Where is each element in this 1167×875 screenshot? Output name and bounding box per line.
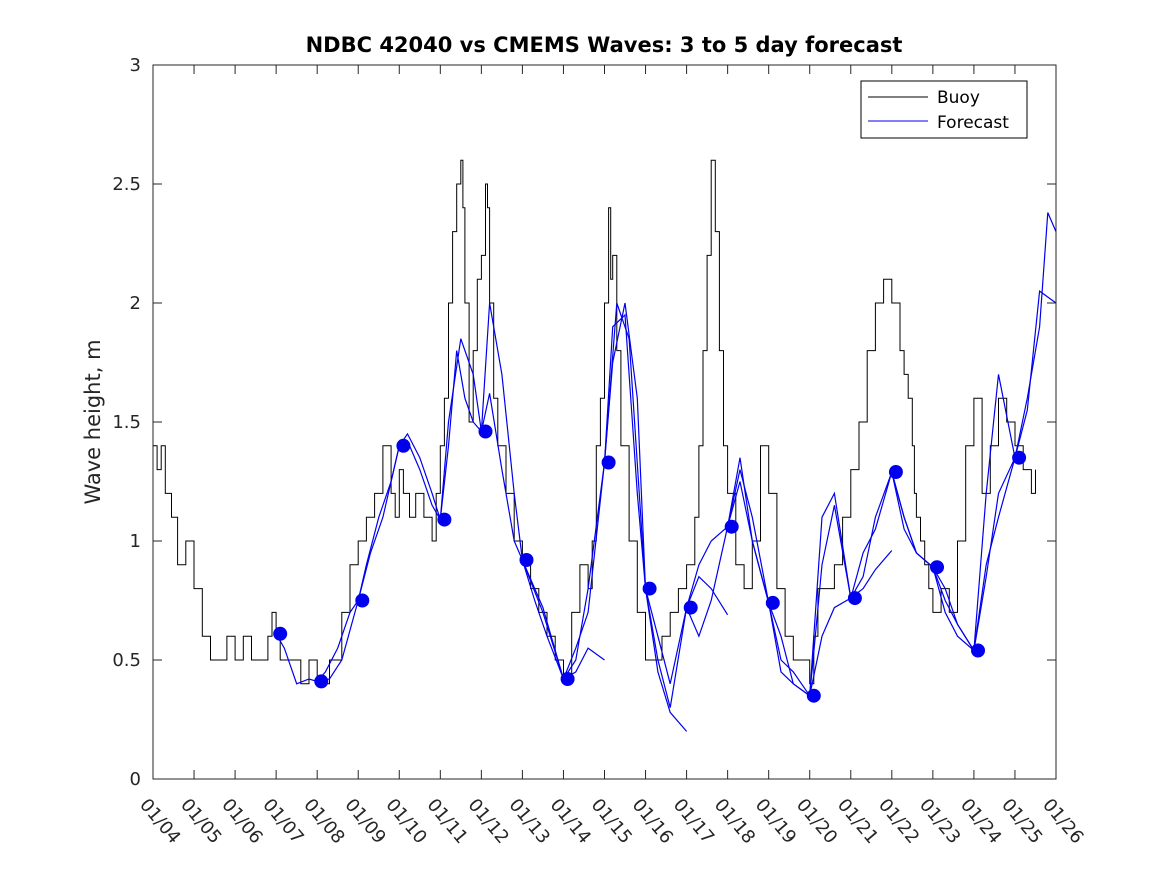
x-tick-label: 01/11 [422, 795, 471, 848]
forecast-start-marker [519, 553, 534, 567]
x-tick-label: 01/26 [1038, 795, 1087, 848]
x-tick-label: 01/13 [505, 795, 554, 848]
legend-box [860, 80, 1028, 139]
forecast-start-marker [724, 519, 739, 534]
x-tick-label: 01/20 [792, 795, 841, 848]
forecast-start-marker [642, 581, 657, 596]
x-tick-label: 01/10 [381, 795, 430, 848]
forecast-segment-14 [891, 374, 1016, 652]
forecast-start-marker [1012, 450, 1027, 465]
forecast-segment-8 [644, 469, 770, 684]
x-tick-label: 01/23 [915, 795, 964, 848]
x-tick-label: 01/17 [669, 795, 718, 848]
forecast-segment-12 [809, 469, 934, 696]
x-tick-label: 01/15 [587, 795, 636, 848]
x-tick-label: 01/04 [135, 795, 184, 848]
forecast-start-marker [601, 455, 616, 470]
y-tick-label: 1.5 [112, 412, 141, 433]
x-tick-label: 01/24 [956, 795, 1005, 848]
forecast-start-marker [847, 591, 862, 606]
x-tick-label: 01/08 [299, 795, 348, 848]
axes-box [152, 64, 1057, 780]
x-tick-label: 01/05 [176, 795, 225, 848]
y-axis-label: Wave height, m [81, 339, 105, 504]
forecast-segment-3 [439, 302, 565, 680]
forecast-start-marker [478, 424, 493, 439]
plot-area [152, 64, 1057, 780]
forecast-start-marker [273, 626, 288, 641]
forecast-segment-16 [973, 212, 1057, 651]
forecast-start-marker [683, 600, 698, 615]
forecast-segment-0 [275, 445, 400, 685]
x-tick-label: 01/22 [874, 795, 923, 848]
x-tick-label: 01/14 [546, 795, 595, 848]
y-tick-label: 2.5 [112, 174, 141, 195]
forecast-start-marker [355, 593, 370, 608]
y-tick-label: 0.5 [112, 650, 141, 671]
x-tick-label: 01/18 [710, 795, 759, 848]
x-tick-label: 01/16 [628, 795, 677, 848]
x-tick-label: 01/09 [340, 795, 389, 848]
forecast-segment-11 [768, 550, 893, 697]
y-tick-label: 0 [130, 769, 141, 790]
x-tick-label: 01/19 [751, 795, 800, 848]
forecast-start-marker [971, 643, 985, 658]
forecast-start-marker [314, 674, 329, 689]
forecast-start-marker [888, 465, 903, 479]
forecast-segment-5 [521, 302, 647, 681]
forecast-start-marker [765, 595, 780, 610]
forecast-segment-7 [603, 302, 729, 708]
y-tick-label: 1 [130, 531, 141, 552]
forecast-start-marker [396, 438, 411, 453]
x-tick-label: 01/12 [464, 795, 513, 848]
forecast-start-marker [806, 688, 821, 703]
forecast-segment-6 [562, 313, 688, 732]
legend: Buoy Forecast [860, 80, 1028, 139]
legend-forecast-label: Forecast [937, 113, 1009, 133]
x-tick-label: 01/06 [217, 795, 266, 848]
x-tick-label: 01/07 [258, 795, 307, 848]
legend-buoy-label: Buoy [937, 88, 980, 108]
forecast-start-marker [437, 512, 452, 527]
forecast-segment-15 [932, 290, 1057, 653]
forecast-start-marker [560, 672, 575, 686]
y-tick-label: 2 [130, 293, 141, 314]
x-tick-label: 01/21 [833, 795, 882, 848]
y-axis: 0 0.5 1 1.5 2 2.5 3 [112, 55, 1056, 790]
forecast-segment-10 [727, 457, 852, 697]
forecast-segment-4 [480, 393, 605, 680]
forecast-segment-1 [317, 432, 441, 682]
y-tick-label: 3 [130, 55, 141, 76]
chart-title: NDBC 42040 vs CMEMS Waves: 3 to 5 day fo… [306, 33, 903, 57]
forecast-segment-2 [398, 350, 482, 522]
forecast-segment-9 [686, 481, 811, 697]
forecast-start-marker [930, 560, 944, 575]
x-tick-label: 01/25 [997, 795, 1046, 848]
